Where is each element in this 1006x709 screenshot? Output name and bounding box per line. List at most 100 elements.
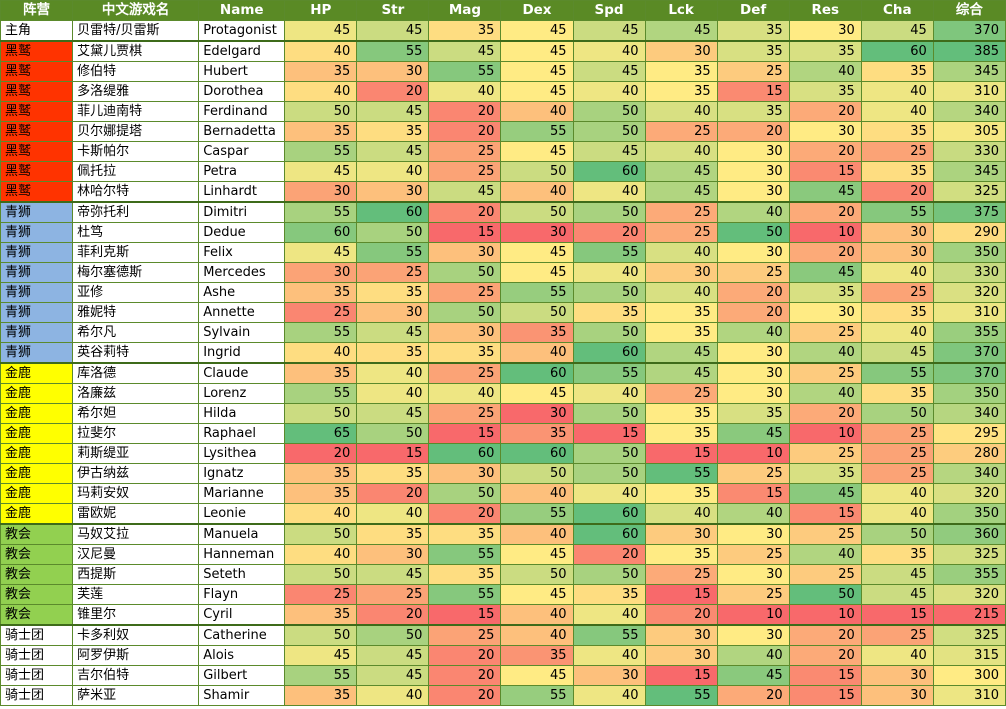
- name-cell: Edelgard: [198, 40, 286, 62]
- table-row[interactable]: 黑鹫 艾黛儿贾棋 Edelgard 40 55 45 45 40 30 35 35 60 385: [0, 40, 1006, 62]
- table-row[interactable]: 金鹿 拉斐尔 Raphael 65 50 15 35 15 35 45 10 25 295: [0, 423, 1006, 444]
- total-cell: 340: [932, 463, 1006, 484]
- table-row[interactable]: 教会 芙莲 Flayn 25 25 55 45 35 15 25 50 45 320: [0, 584, 1006, 605]
- table-row[interactable]: 黑鹫 多洛缇雅 Dorothea 40 20 40 45 40 35 15 35 40 310: [0, 81, 1006, 102]
- column-header[interactable]: Cha: [860, 0, 934, 21]
- table-row[interactable]: 教会 汉尼曼 Hanneman 40 30 55 45 20 35 25 40 35 325: [0, 544, 1006, 565]
- column-header[interactable]: Res: [788, 0, 862, 21]
- table-row[interactable]: 黑鹫 修伯特 Hubert 35 30 55 45 45 35 25 40 35 345: [0, 61, 1006, 82]
- stat-cell: 35: [284, 121, 358, 142]
- stat-cell: 45: [284, 242, 358, 263]
- stat-cell: 30: [716, 141, 790, 162]
- table-row[interactable]: 青狮 希尔凡 Sylvain 55 45 30 35 50 35 40 25 40 355: [0, 322, 1006, 343]
- table-row[interactable]: 骑士团 萨米亚 Shamir 35 40 20 55 40 55 20 15 30 310: [0, 685, 1006, 706]
- stat-cell: 45: [788, 181, 862, 203]
- stat-cell: 35: [788, 81, 862, 102]
- table-row[interactable]: 教会 马奴艾拉 Manuela 50 35 35 40 60 30 30 25 50 360: [0, 523, 1006, 545]
- stat-cell: 25: [428, 282, 502, 303]
- table-row[interactable]: 黑鹫 菲儿迪南特 Ferdinand 50 45 20 40 50 40 35 20 40 340: [0, 101, 1006, 122]
- table-row[interactable]: 黑鹫 林哈尔特 Linhardt 30 30 45 40 40 45 30 45 20 325: [0, 181, 1006, 203]
- stat-cell: 25: [356, 262, 430, 283]
- column-header[interactable]: Spd: [572, 0, 646, 21]
- stat-cell: 40: [356, 362, 430, 384]
- header-row: 阵营 中文游戏名 Name HP Str Mag Dex Spd Lck Def Res Cha 综合: [0, 0, 1006, 21]
- stat-cell: 35: [644, 61, 718, 82]
- table-row[interactable]: 金鹿 伊古纳兹 Ignatz 35 35 30 50 50 55 25 35 25 340: [0, 463, 1006, 484]
- name-cell: Ignatz: [198, 463, 286, 484]
- chinese-name-cell: 佩托拉: [72, 161, 200, 182]
- stat-cell: 35: [284, 362, 358, 384]
- table-row[interactable]: 青狮 杜笃 Dedue 60 50 15 30 20 25 50 10 30 290: [0, 222, 1006, 243]
- chinese-name-cell: 吉尔伯特: [72, 665, 200, 686]
- table-row[interactable]: 骑士团 卡多利奴 Catherine 50 50 25 40 55 30 30 20 25 325: [0, 624, 1006, 646]
- stat-cell: 30: [716, 523, 790, 545]
- table-row[interactable]: 青狮 雅妮特 Annette 25 30 50 50 35 35 20 30 35 310: [0, 302, 1006, 323]
- stat-cell: 35: [428, 342, 502, 364]
- faction-cell: 黑鹫: [0, 81, 74, 102]
- stat-cell: 35: [644, 403, 718, 424]
- stat-cell: 40: [284, 544, 358, 565]
- stat-cell: 35: [500, 645, 574, 666]
- stat-cell: 35: [860, 544, 934, 565]
- stat-cell: 20: [356, 483, 430, 504]
- table-row[interactable]: 金鹿 洛廉兹 Lorenz 55 40 40 45 40 25 30 40 35 350: [0, 383, 1006, 404]
- stat-cell: 55: [284, 322, 358, 343]
- stat-cell: 45: [860, 564, 934, 585]
- column-header[interactable]: 阵营: [0, 0, 74, 21]
- column-header[interactable]: Lck: [644, 0, 718, 21]
- stat-cell: 30: [644, 40, 718, 62]
- stat-cell: 40: [644, 282, 718, 303]
- stat-cell: 50: [572, 101, 646, 122]
- column-header[interactable]: HP: [284, 0, 358, 21]
- name-cell: Raphael: [198, 423, 286, 444]
- stat-cell: 30: [356, 302, 430, 323]
- chinese-name-cell: 贝雷特/贝雷斯: [72, 20, 200, 42]
- table-row[interactable]: 骑士团 阿罗伊斯 Alois 45 45 20 35 40 30 40 20 40 315: [0, 645, 1006, 666]
- table-row[interactable]: 青狮 菲利克斯 Felix 45 55 30 45 55 40 30 20 30 350: [0, 242, 1006, 263]
- table-row[interactable]: 青狮 梅尔塞德斯 Mercedes 30 25 50 45 40 30 25 45 40 330: [0, 262, 1006, 283]
- table-row[interactable]: 教会 锥里尔 Cyril 35 20 15 40 40 20 10 10 15 215: [0, 604, 1006, 626]
- stat-cell: 45: [572, 61, 646, 82]
- table-row[interactable]: 金鹿 希尔妲 Hilda 50 45 25 30 50 35 35 20 50 340: [0, 403, 1006, 424]
- stat-cell: 35: [860, 161, 934, 182]
- table-row[interactable]: 青狮 英谷莉特 Ingrid 40 35 35 40 60 45 30 40 45 370: [0, 342, 1006, 364]
- table-row[interactable]: 教会 西提斯 Seteth 50 45 35 50 50 25 30 25 45 355: [0, 564, 1006, 585]
- column-header[interactable]: Mag: [428, 0, 502, 21]
- column-header[interactable]: Str: [356, 0, 430, 21]
- table-row[interactable]: 金鹿 雷欧妮 Leonie 40 40 20 55 60 40 40 15 40 350: [0, 503, 1006, 525]
- column-header[interactable]: Name: [198, 0, 286, 21]
- table-row[interactable]: 黑鹫 贝尔娜提塔 Bernadetta 35 35 20 55 50 25 20 30 35 305: [0, 121, 1006, 142]
- table-row[interactable]: 金鹿 库洛德 Claude 35 40 25 60 55 45 30 25 55 370: [0, 362, 1006, 384]
- stat-cell: 60: [284, 222, 358, 243]
- stat-cell: 45: [716, 423, 790, 444]
- table-row[interactable]: 青狮 帝弥托利 Dimitri 55 60 20 50 50 25 40 20 55 375: [0, 201, 1006, 223]
- stat-cell: 55: [428, 61, 502, 82]
- column-header[interactable]: 综合: [932, 0, 1006, 21]
- column-header[interactable]: Dex: [500, 0, 574, 21]
- chinese-name-cell: 菲儿迪南特: [72, 101, 200, 122]
- total-cell: 340: [932, 101, 1006, 122]
- stat-cell: 35: [428, 523, 502, 545]
- total-cell: 385: [932, 40, 1006, 62]
- chinese-name-cell: 萨米亚: [72, 685, 200, 706]
- table-row[interactable]: 黑鹫 佩托拉 Petra 45 40 25 50 60 45 30 15 35 345: [0, 161, 1006, 182]
- stat-cell: 25: [284, 302, 358, 323]
- table-row[interactable]: 青狮 亚修 Ashe 35 35 25 55 50 40 20 35 25 320: [0, 282, 1006, 303]
- total-cell: 325: [932, 624, 1006, 646]
- table-row[interactable]: 金鹿 玛莉安奴 Marianne 35 20 50 40 40 35 15 45 40 320: [0, 483, 1006, 504]
- chinese-name-cell: 帝弥托利: [72, 201, 200, 223]
- stat-cell: 45: [572, 141, 646, 162]
- stat-cell: 30: [716, 383, 790, 404]
- stat-cell: 35: [788, 40, 862, 62]
- table-row[interactable]: 骑士团 吉尔伯特 Gilbert 55 45 20 45 30 15 45 15 30 300: [0, 665, 1006, 686]
- table-row[interactable]: 金鹿 莉斯缇亚 Lysithea 20 15 60 60 50 15 10 25 25 280: [0, 443, 1006, 464]
- table-row[interactable]: 黑鹫 卡斯帕尔 Caspar 55 45 25 45 45 40 30 20 25 330: [0, 141, 1006, 162]
- faction-cell: 教会: [0, 544, 74, 565]
- table-row[interactable]: 主角 贝雷特/贝雷斯 Protagonist 45 45 35 45 45 45 35 30 45 37…: [0, 20, 1006, 42]
- column-header[interactable]: 中文游戏名: [72, 0, 200, 21]
- stat-cell: 50: [788, 584, 862, 605]
- stat-cell: 40: [284, 40, 358, 62]
- stat-cell: 35: [644, 423, 718, 444]
- column-header[interactable]: Def: [716, 0, 790, 21]
- name-cell: Marianne: [198, 483, 286, 504]
